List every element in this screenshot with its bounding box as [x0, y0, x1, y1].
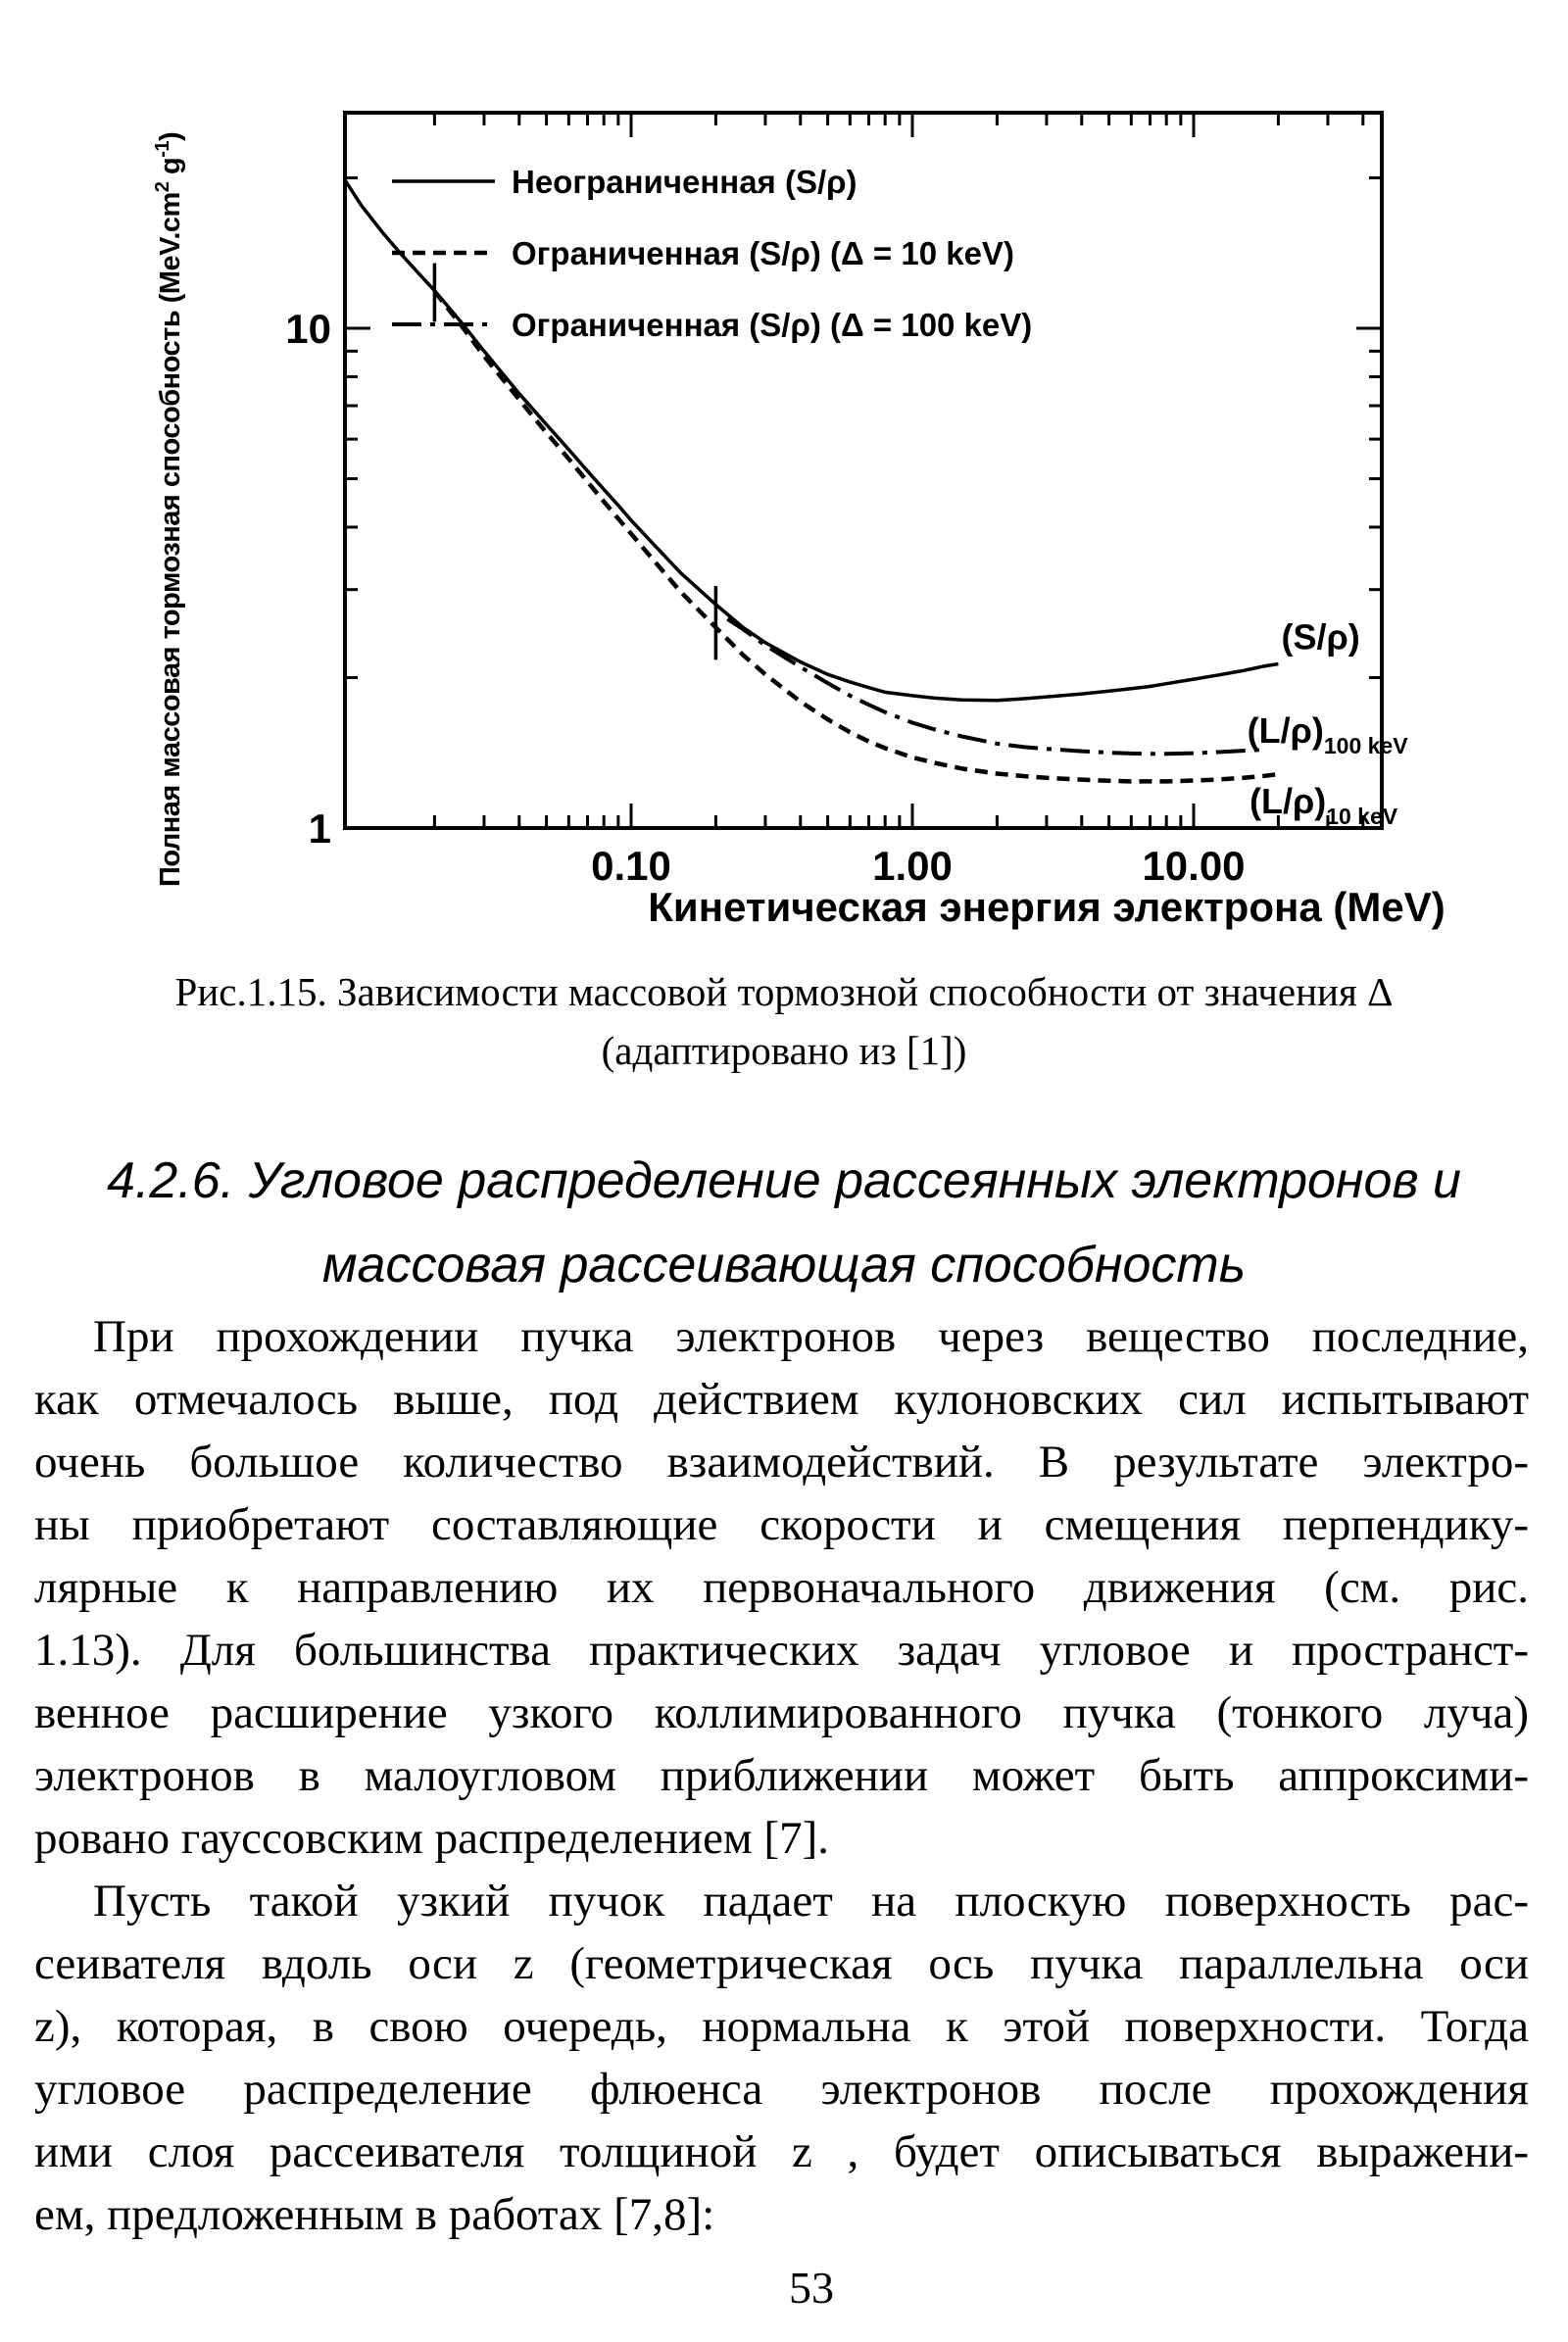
body-line: Пусть такой узкий пучок падает на плоску…: [93, 1876, 1529, 1927]
curve-label: (L/ρ)10 keV: [1250, 781, 1398, 829]
body-line: электронов в малоугловом приближении мож…: [34, 1750, 1529, 1801]
body-line: При прохождении пучка электронов через в…: [93, 1311, 1529, 1362]
y-axis-title: Полная массовая тормозная способность (M…: [152, 132, 186, 887]
body-line: ны приобретают составляющие скорости и с…: [34, 1499, 1529, 1550]
figure-caption-line2: (адаптировано из [1]): [601, 1028, 967, 1073]
svg-text:10.00: 10.00: [1142, 843, 1245, 889]
branch-marks: [432, 263, 718, 660]
body-line: сеивателя вдоль оси z (геометрическая ос…: [34, 1938, 1529, 1989]
legend: Неограниченная (S/ρ) Ограниченная (S/ρ) (…: [392, 164, 1032, 343]
body-text: При прохождении пучка электронов через в…: [34, 1305, 1529, 2246]
x-axis-tick-labels: 0.10 1.00 10.00: [591, 843, 1245, 889]
legend-label: Неограниченная (S/ρ): [512, 164, 858, 200]
curve-labels: (S/ρ) (L/ρ)100 keV (L/ρ)10 keV: [1248, 616, 1409, 829]
axis-ticks: [345, 113, 1382, 830]
body-line: 1.13). Для большинства практических зада…: [34, 1625, 1529, 1676]
body-line: очень большое количество взаимодействий.…: [34, 1437, 1529, 1488]
legend-label: Ограниченная (S/ρ) (Δ = 10 keV): [512, 235, 1014, 271]
series-solid: [343, 178, 1279, 703]
body-line: ровано гауссовским распределением [7].: [34, 1813, 829, 1864]
svg-text:1.00: 1.00: [872, 843, 953, 889]
body-line: венное расширение узкого коллимированног…: [34, 1687, 1529, 1738]
svg-text:Полная массовая тормозная спос: Полная массовая тормозная способность (M…: [152, 132, 186, 887]
curve-label: (S/ρ): [1281, 616, 1359, 657]
curve-label: (L/ρ)100 keV: [1248, 710, 1409, 758]
y-axis-tick-labels: 1 10: [285, 306, 331, 852]
x-axis-title: Кинетическая энергия электрона (MeV): [648, 884, 1445, 930]
body-line: угловое распределение флюенса электронов…: [34, 2064, 1529, 2115]
svg-text:Кинетическая энергия электрона: Кинетическая энергия электрона (MeV): [648, 884, 1445, 930]
body-line: z), которая, в свою очередь, нормальна к…: [34, 2001, 1529, 2052]
body-line: ими слоя рассеивателя толщиной z , будет…: [34, 2126, 1529, 2177]
svg-text:0.10: 0.10: [591, 843, 671, 889]
section-heading-line1: 4.2.6. Угловое распределение рассеянных …: [107, 1152, 1461, 1209]
series-dashed: [432, 290, 1279, 784]
figure-chart: 0.10 1.00 10.00 1 10 Кинетическая энергия эле…: [152, 111, 1446, 930]
body-line: как отмечалось выше, под действием кулон…: [34, 1374, 1529, 1425]
body-line: лярные к направлению их первоначального …: [34, 1562, 1529, 1613]
page-number: 53: [789, 2263, 834, 2313]
svg-text:1: 1: [309, 805, 331, 852]
section-heading-line2: массовая рассеивающая способность: [321, 1237, 1247, 1293]
figure-caption-line1: Рис.1.15. Зависимости массовой тормозной…: [174, 969, 1394, 1014]
body-line: ем, предложенным в работах [7,8]:: [34, 2189, 715, 2240]
svg-text:10: 10: [285, 306, 331, 352]
series-dashdot: [726, 617, 1266, 756]
plot-frame: [343, 111, 1384, 830]
legend-label: Ограниченная (S/ρ) (Δ = 100 keV): [512, 307, 1032, 343]
